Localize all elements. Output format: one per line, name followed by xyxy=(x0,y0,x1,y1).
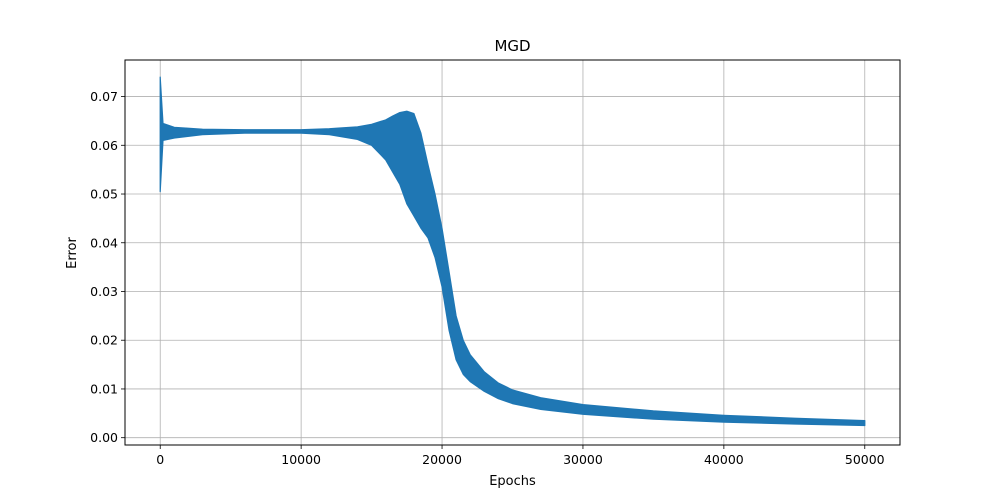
y-axis-label: Error xyxy=(65,237,80,269)
y-tick-label: 0.04 xyxy=(90,235,118,250)
y-tick-label: 0.06 xyxy=(90,138,118,153)
x-tick-label: 30000 xyxy=(563,452,603,467)
tick-layer: 0 10000 20000 30000 40000 50000 0.00 0.01 0.02 0.… xyxy=(90,89,885,467)
y-tick-label: 0.00 xyxy=(90,430,118,445)
y-tick-label: 0.02 xyxy=(90,333,118,348)
x-tick-label: 50000 xyxy=(845,452,885,467)
series-layer xyxy=(159,76,866,427)
y-tick-label: 0.07 xyxy=(90,89,118,104)
y-tick-label: 0.05 xyxy=(90,187,118,202)
axes-frame xyxy=(124,59,901,446)
chart-title: MGD xyxy=(494,37,530,55)
y-tick-label: 0.01 xyxy=(90,381,118,396)
x-tick-label: 10000 xyxy=(281,452,321,467)
x-axis-label: Epochs xyxy=(489,474,536,489)
grid-layer xyxy=(125,60,900,445)
y-tick-label: 0.03 xyxy=(90,284,118,299)
error-series-band xyxy=(159,76,866,427)
x-tick-label: 40000 xyxy=(704,452,744,467)
x-tick-label: 0 xyxy=(156,452,164,467)
x-tick-label: 20000 xyxy=(422,452,462,467)
